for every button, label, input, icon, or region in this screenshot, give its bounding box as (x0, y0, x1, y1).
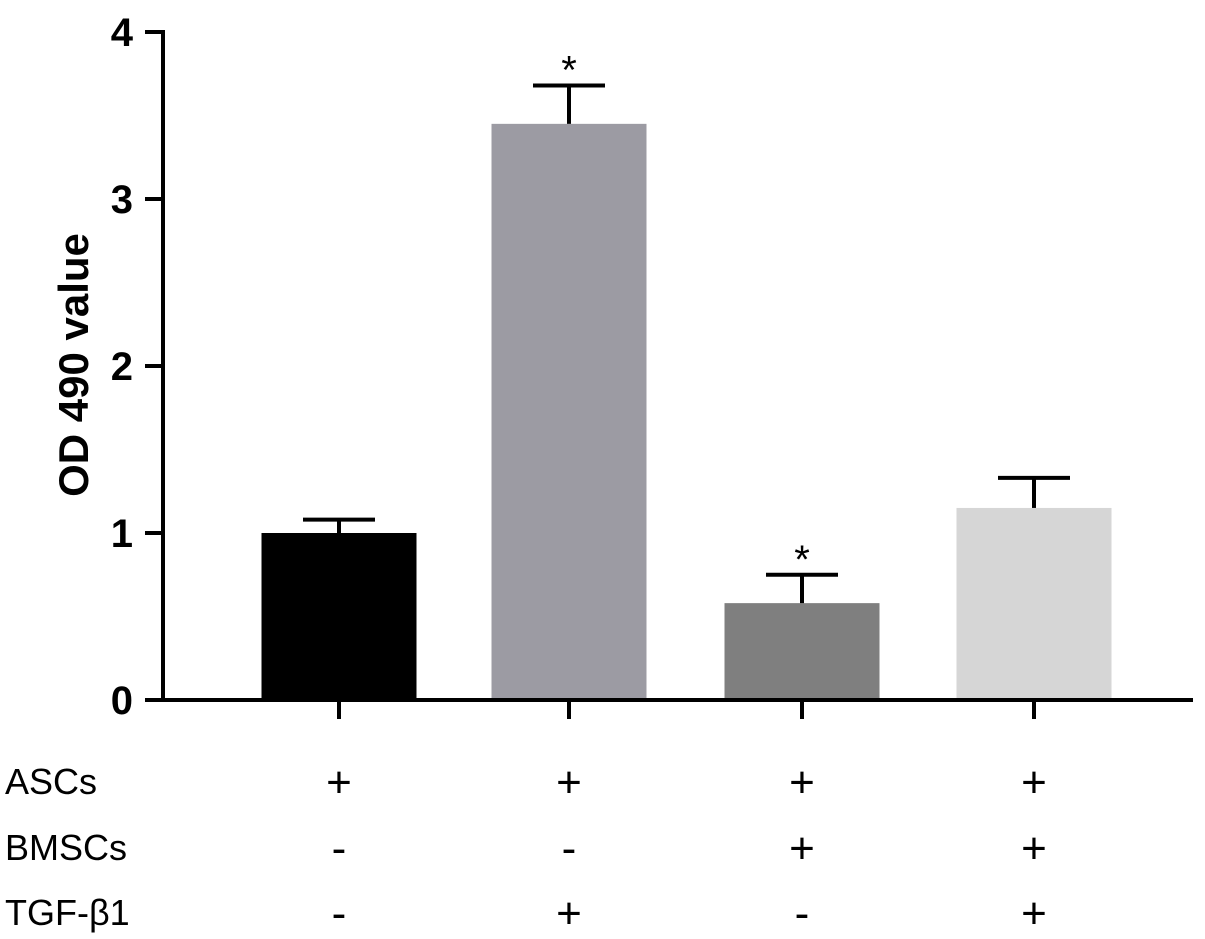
significance-marks-group: ** (561, 48, 810, 581)
condition-label-2: BMSCs (5, 827, 127, 868)
condition-mark-r1-c1: + (326, 758, 352, 807)
condition-mark-r2-c1: - (332, 824, 347, 873)
condition-mark-r3-c4: + (1021, 889, 1047, 938)
bar-4 (956, 507, 1112, 700)
bar-1 (261, 533, 417, 700)
condition-label-1: ASCs (5, 761, 97, 802)
condition-mark-r3-c1: - (332, 889, 347, 938)
condition-mark-r1-c2: + (556, 758, 582, 807)
y-tick-label-3: 3 (111, 178, 133, 222)
condition-mark-r3-c2: + (556, 889, 582, 938)
bar-3 (724, 603, 880, 700)
y-axis-title: OD 490 value (50, 233, 97, 497)
bar-2 (491, 123, 647, 701)
error-bars-group (303, 83, 1070, 604)
x-ticks-group (337, 700, 1036, 719)
condition-mark-r1-c3: + (789, 758, 815, 807)
significance-mark-2: * (561, 48, 577, 92)
bars-group (261, 123, 1112, 701)
condition-mark-r1-c4: + (1021, 758, 1047, 807)
condition-mark-r2-c4: + (1021, 824, 1047, 873)
condition-label-3: TGF-β1 (5, 892, 130, 933)
y-ticks-group: 0 1 2 3 4 (111, 11, 163, 723)
condition-table: ASCs + + + + BMSCs - - + + TGF-β1 - + - + (5, 758, 1047, 938)
y-tick-label-2: 2 (111, 345, 133, 389)
condition-mark-r2-c2: - (562, 824, 577, 873)
y-tick-label-4: 4 (111, 11, 134, 55)
condition-mark-r3-c3: - (795, 889, 810, 938)
y-tick-label-0: 0 (111, 679, 133, 723)
condition-mark-r2-c3: + (789, 824, 815, 873)
y-tick-label-1: 1 (111, 512, 133, 556)
significance-mark-3: * (794, 538, 810, 582)
